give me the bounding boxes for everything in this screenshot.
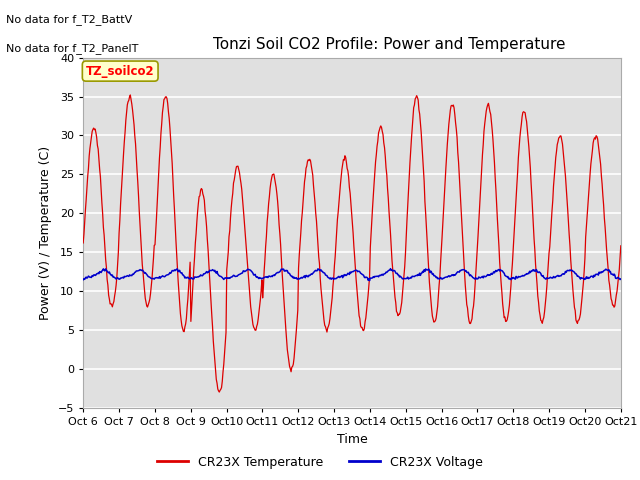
Legend: CR23X Temperature, CR23X Voltage: CR23X Temperature, CR23X Voltage [152,451,488,474]
Text: No data for f_T2_PanelT: No data for f_T2_PanelT [6,43,139,54]
Text: TZ_soilco2: TZ_soilco2 [86,65,154,78]
X-axis label: Time: Time [337,432,367,445]
Y-axis label: Power (V) / Temperature (C): Power (V) / Temperature (C) [39,146,52,320]
Title: Tonzi Soil CO2 Profile: Power and Temperature: Tonzi Soil CO2 Profile: Power and Temper… [213,37,566,52]
Text: No data for f_T2_BattV: No data for f_T2_BattV [6,14,132,25]
